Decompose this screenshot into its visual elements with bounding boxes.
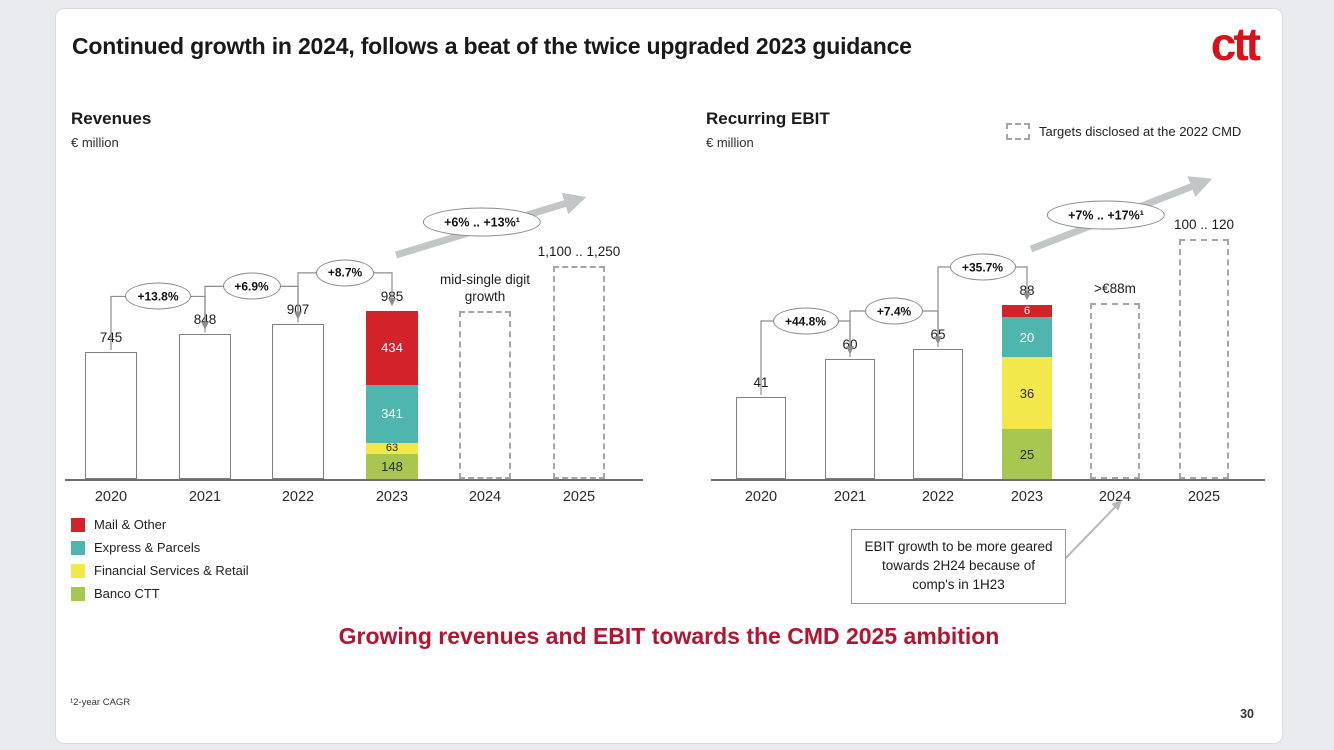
callout-arrow — [1060, 500, 1122, 564]
x-axis — [65, 479, 643, 481]
growth-oval: +6.9% — [222, 272, 281, 300]
bar-segment-banco-ctt: 148 — [366, 453, 418, 479]
trend-oval: +6% .. +13%¹ — [422, 207, 542, 237]
category-label: 2025 — [1187, 489, 1221, 505]
bar-value-label: 60 — [842, 336, 858, 352]
growth-oval: +13.8% — [125, 282, 191, 310]
category-label: 2020 — [744, 489, 778, 505]
targets-legend: Targets disclosed at the 2022 CMD — [1006, 123, 1241, 140]
bar-value-label: 985 — [380, 288, 404, 304]
bar-value-label: 41 — [753, 374, 769, 390]
callout-box: EBIT growth to be more geared towards 2H… — [851, 529, 1066, 604]
category-label: 2024 — [1098, 489, 1132, 505]
stacked-bar-2023: 6 20 36 25 — [1002, 305, 1052, 479]
bar-segment-express-parcels: 20 — [1002, 317, 1052, 357]
key-message: Growing revenues and EBIT towards the CM… — [338, 623, 1000, 649]
growth-connector — [297, 272, 396, 323]
bar-2022 — [272, 324, 324, 479]
growth-oval: +35.7% — [949, 253, 1016, 281]
growth-connector — [760, 320, 854, 395]
bar-value-label: 1,100 .. 1,250 — [537, 243, 621, 259]
category-label: 2022 — [281, 489, 315, 505]
bar-2022 — [913, 349, 963, 479]
bar-value-label: 907 — [286, 302, 310, 318]
slide-card: Continued growth in 2024, follows a beat… — [55, 8, 1283, 744]
growth-connector — [204, 285, 302, 333]
bar-value-label: mid-single digit growth — [439, 271, 531, 304]
bar-segment-mail-other: 6 — [1002, 305, 1052, 317]
bar-2021 — [179, 334, 231, 479]
legend-item-mail-other: Mail & Other — [71, 517, 249, 532]
x-axis — [711, 479, 1265, 481]
growth-connector — [849, 310, 942, 357]
legend-item-financial-services-retail: Financial Services & Retail — [71, 563, 249, 578]
bar-segment-express-parcels: 341 — [366, 384, 418, 443]
category-legend: Mail & Other Express & Parcels Financial S… — [71, 517, 249, 609]
category-label: 2022 — [921, 489, 955, 505]
category-label: 2023 — [1010, 489, 1044, 505]
category-label: 2023 — [375, 489, 409, 505]
ebit-chart-title: Recurring EBIT — [706, 109, 830, 128]
target-bar-2025 — [1179, 239, 1229, 479]
growth-oval: +44.8% — [772, 307, 839, 335]
bar-value-label: 848 — [193, 312, 217, 328]
target-bar-2024 — [459, 311, 511, 479]
legend-swatch — [71, 586, 85, 601]
category-label: 2025 — [562, 489, 596, 505]
footnote: ¹2-year CAGR — [70, 697, 131, 708]
legend-label: Mail & Other — [94, 517, 167, 532]
ctt-logo: ctt — [1210, 18, 1261, 70]
trend-arrow — [1029, 176, 1213, 253]
legend-item-banco-ctt: Banco CTT — [71, 586, 249, 601]
revenues-chart-unit: € million — [71, 135, 119, 150]
category-label: 2020 — [94, 489, 128, 505]
legend-label: Express & Parcels — [94, 540, 201, 555]
bar-segment-financial-services-retail: 63 — [366, 442, 418, 454]
page-number: 30 — [1240, 707, 1254, 721]
targets-legend-label: Targets disclosed at the 2022 CMD — [1039, 124, 1242, 139]
growth-connector — [110, 295, 209, 350]
revenues-chart-header: Revenues € million — [71, 109, 151, 150]
revenues-chart-title: Revenues — [71, 109, 152, 128]
legend-label: Banco CTT — [94, 586, 160, 601]
bar-2020 — [85, 351, 137, 479]
legend-swatch — [71, 563, 85, 578]
target-bar-2025 — [553, 265, 605, 479]
growth-oval: +8.7% — [316, 259, 374, 287]
stacked-bar-2023: 434 341 63 148 — [366, 310, 418, 479]
bar-value-label: 100 .. 120 — [1173, 216, 1235, 232]
bar-value-label: 65 — [930, 326, 946, 342]
bar-segment-banco-ctt: 25 — [1002, 429, 1052, 479]
slide-title: Continued growth in 2024, follows a beat… — [72, 33, 912, 59]
growth-oval: +7.4% — [865, 297, 923, 325]
bar-value-label: 745 — [99, 329, 123, 345]
category-label: 2021 — [833, 489, 867, 505]
ebit-chart-unit: € million — [706, 135, 754, 150]
dashed-target-icon — [1006, 123, 1030, 140]
growth-connector — [937, 266, 1031, 347]
legend-item-express-parcels: Express & Parcels — [71, 540, 249, 555]
category-label: 2024 — [468, 489, 502, 505]
legend-label: Financial Services & Retail — [94, 563, 249, 578]
bar-value-label: 88 — [1019, 282, 1035, 298]
trend-arrow — [394, 192, 587, 259]
bar-segment-mail-other: 434 — [366, 310, 418, 385]
legend-swatch — [71, 517, 85, 532]
target-bar-2024 — [1090, 303, 1140, 479]
legend-swatch — [71, 540, 85, 555]
bar-segment-financial-services-retail: 36 — [1002, 357, 1052, 429]
bar-2021 — [825, 359, 875, 479]
bar-2020 — [736, 397, 786, 479]
category-label: 2021 — [188, 489, 222, 505]
ebit-chart-header: Recurring EBIT € million — [706, 109, 830, 150]
trend-oval: +7% .. +17%¹ — [1046, 200, 1166, 230]
bar-value-label: >€88m — [1094, 280, 1136, 296]
